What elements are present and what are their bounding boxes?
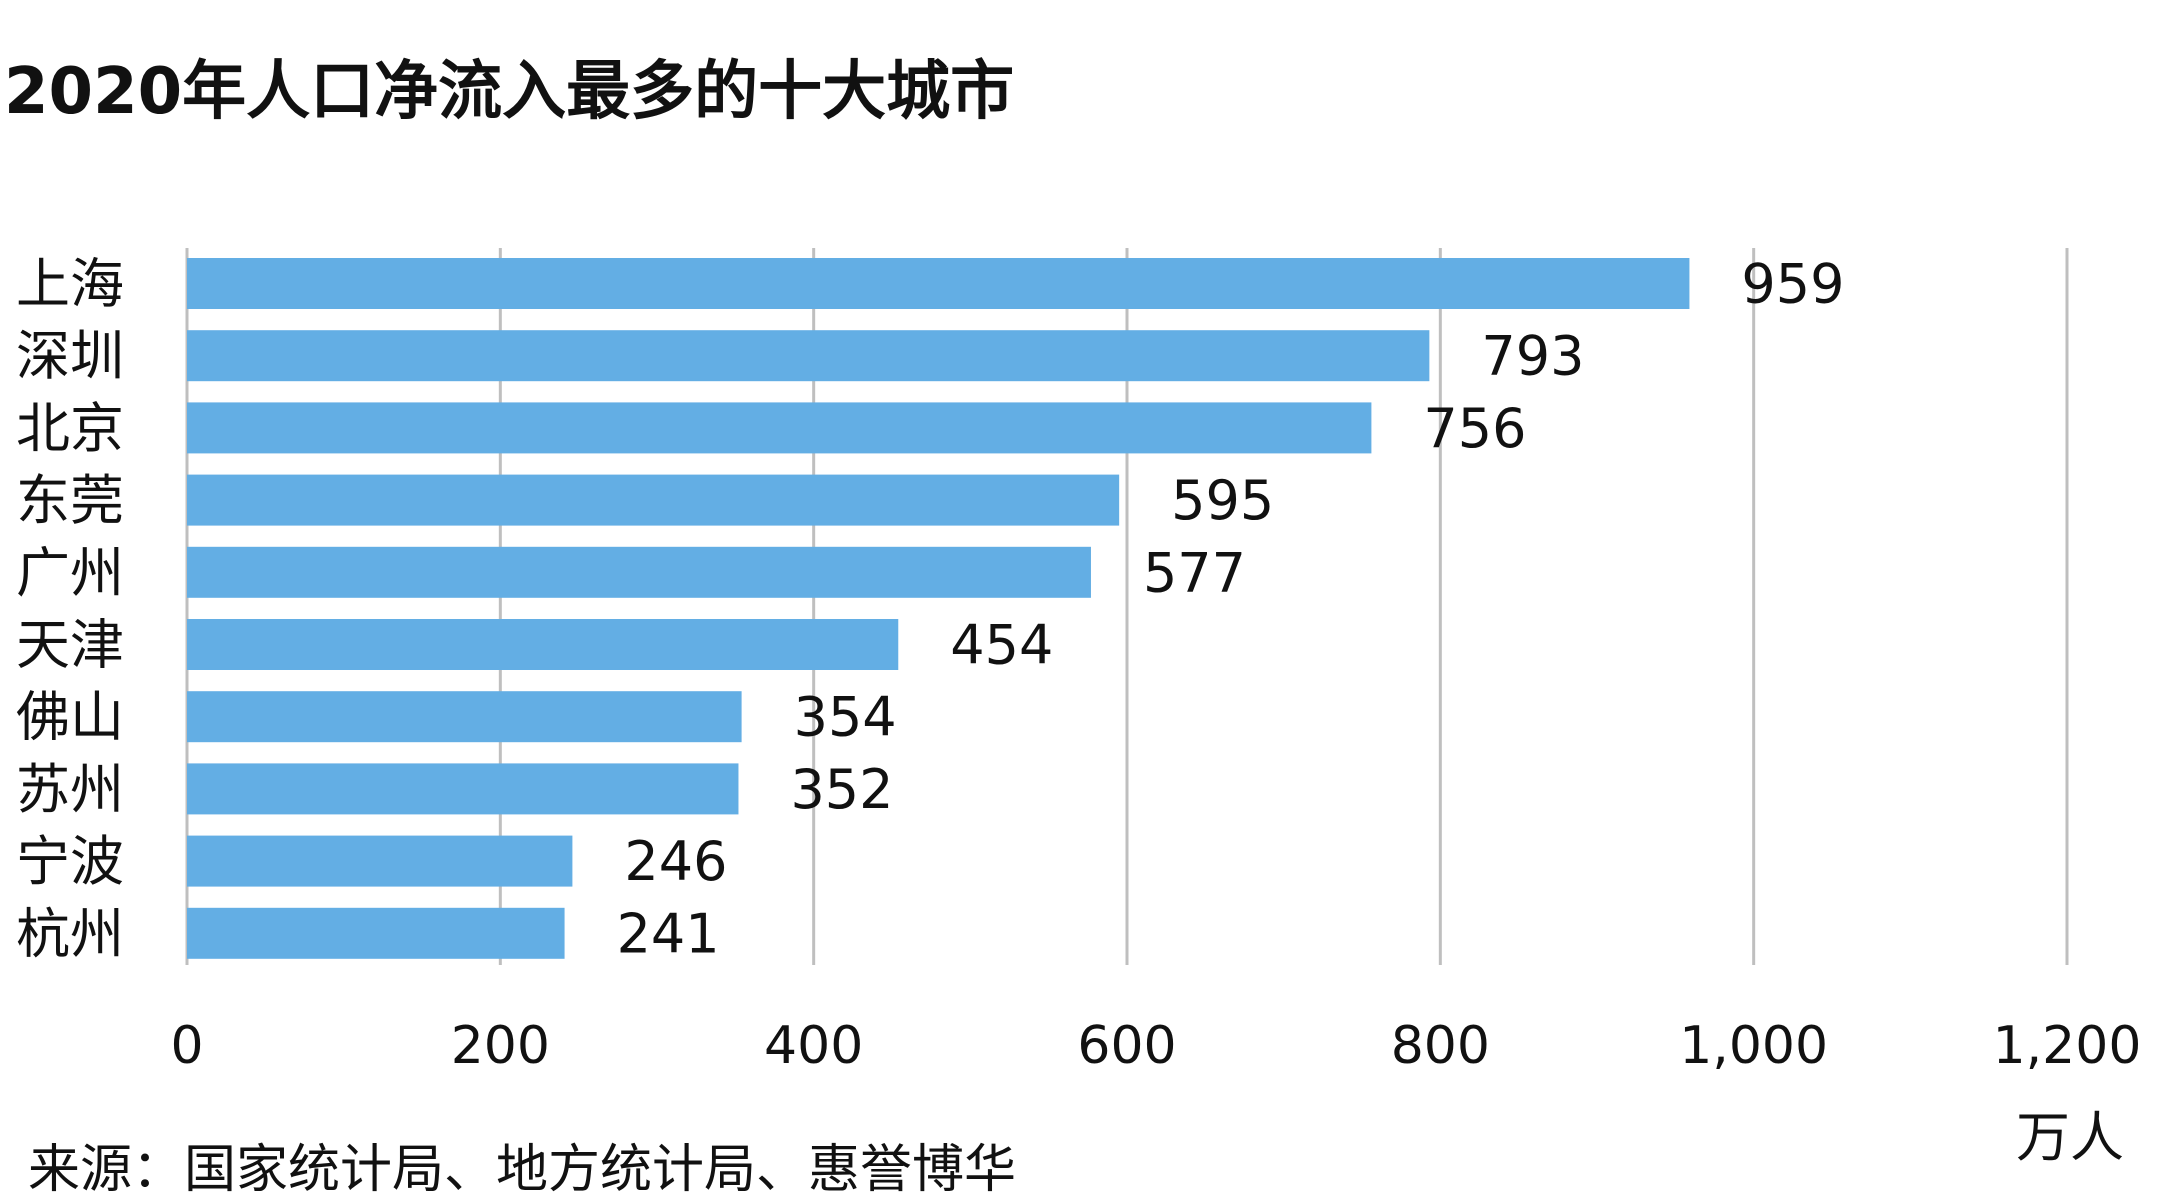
category-label: 东莞 — [16, 469, 124, 532]
category-label: 宁波 — [16, 830, 124, 893]
bar — [187, 907, 565, 959]
x-tick-label: 600 — [1077, 1016, 1176, 1076]
x-tick-label: 1,200 — [1993, 1016, 2142, 1076]
category-label: 上海 — [16, 253, 124, 316]
data-label: 246 — [624, 830, 727, 893]
category-label: 杭州 — [16, 902, 124, 965]
data-labels: 959 793 756 595 577 454 354 352 246 241 — [617, 253, 1845, 966]
category-label: 广州 — [16, 541, 124, 604]
bar — [187, 402, 1372, 454]
x-tick-label: 1,000 — [1679, 1016, 1828, 1076]
source-note: 来源：国家统计局、地方统计局、惠誉博华 — [28, 1140, 1017, 1200]
bars — [187, 258, 1690, 959]
data-label: 352 — [790, 758, 893, 821]
bar — [187, 835, 573, 887]
bar — [187, 258, 1690, 309]
chart-title: 2020年人口净流入最多的十大城市 — [4, 55, 1015, 129]
x-tick-label: 400 — [764, 1016, 863, 1076]
data-label: 595 — [1171, 469, 1274, 532]
bar — [187, 546, 1091, 598]
data-label: 241 — [617, 902, 720, 965]
bar — [187, 474, 1120, 526]
x-tick-label: 200 — [451, 1016, 550, 1076]
bar — [187, 619, 899, 670]
data-label: 756 — [1423, 397, 1526, 460]
data-label: 454 — [950, 614, 1053, 677]
category-label: 苏州 — [16, 758, 124, 821]
bar — [187, 330, 1430, 382]
data-label: 354 — [794, 686, 897, 749]
category-label: 佛山 — [16, 686, 124, 749]
bar — [187, 763, 739, 815]
category-label: 天津 — [16, 614, 124, 677]
data-label: 577 — [1143, 541, 1246, 604]
x-tick-label: 0 — [170, 1016, 203, 1076]
x-tick-label: 800 — [1391, 1016, 1490, 1076]
category-label: 深圳 — [16, 325, 124, 388]
unit-label: 万人 — [2016, 1106, 2124, 1169]
bar — [187, 691, 742, 743]
data-label: 793 — [1481, 325, 1584, 388]
data-label: 959 — [1741, 253, 1844, 316]
category-label: 北京 — [16, 397, 124, 460]
x-tick-labels: 0 200 400 600 800 1,000 1,200 — [170, 1016, 2141, 1076]
